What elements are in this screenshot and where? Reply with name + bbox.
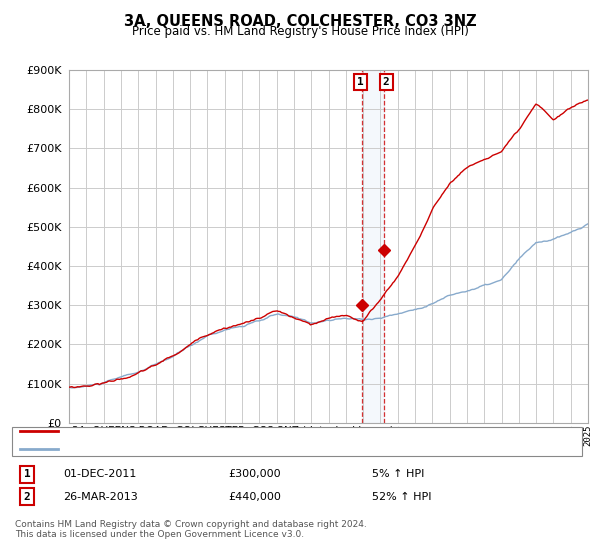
Text: £300,000: £300,000	[228, 469, 281, 479]
Text: 3A, QUEENS ROAD, COLCHESTER, CO3 3NZ (detached house): 3A, QUEENS ROAD, COLCHESTER, CO3 3NZ (de…	[72, 426, 394, 436]
Text: 2: 2	[23, 492, 31, 502]
Bar	[362, 70, 385, 423]
Text: 01-DEC-2011: 01-DEC-2011	[63, 469, 136, 479]
Text: HPI: Average price, detached house, Colchester: HPI: Average price, detached house, Colc…	[72, 444, 321, 454]
Text: 3A, QUEENS ROAD, COLCHESTER, CO3 3NZ: 3A, QUEENS ROAD, COLCHESTER, CO3 3NZ	[124, 14, 476, 29]
Text: Contains HM Land Registry data © Crown copyright and database right 2024.
This d: Contains HM Land Registry data © Crown c…	[15, 520, 367, 539]
Text: £440,000: £440,000	[228, 492, 281, 502]
Text: 1: 1	[358, 77, 364, 87]
Text: 2: 2	[383, 77, 389, 87]
Text: 26-MAR-2013: 26-MAR-2013	[63, 492, 138, 502]
Text: 52% ↑ HPI: 52% ↑ HPI	[372, 492, 431, 502]
Text: 1: 1	[23, 469, 31, 479]
Text: Price paid vs. HM Land Registry's House Price Index (HPI): Price paid vs. HM Land Registry's House …	[131, 25, 469, 38]
Text: 5% ↑ HPI: 5% ↑ HPI	[372, 469, 424, 479]
